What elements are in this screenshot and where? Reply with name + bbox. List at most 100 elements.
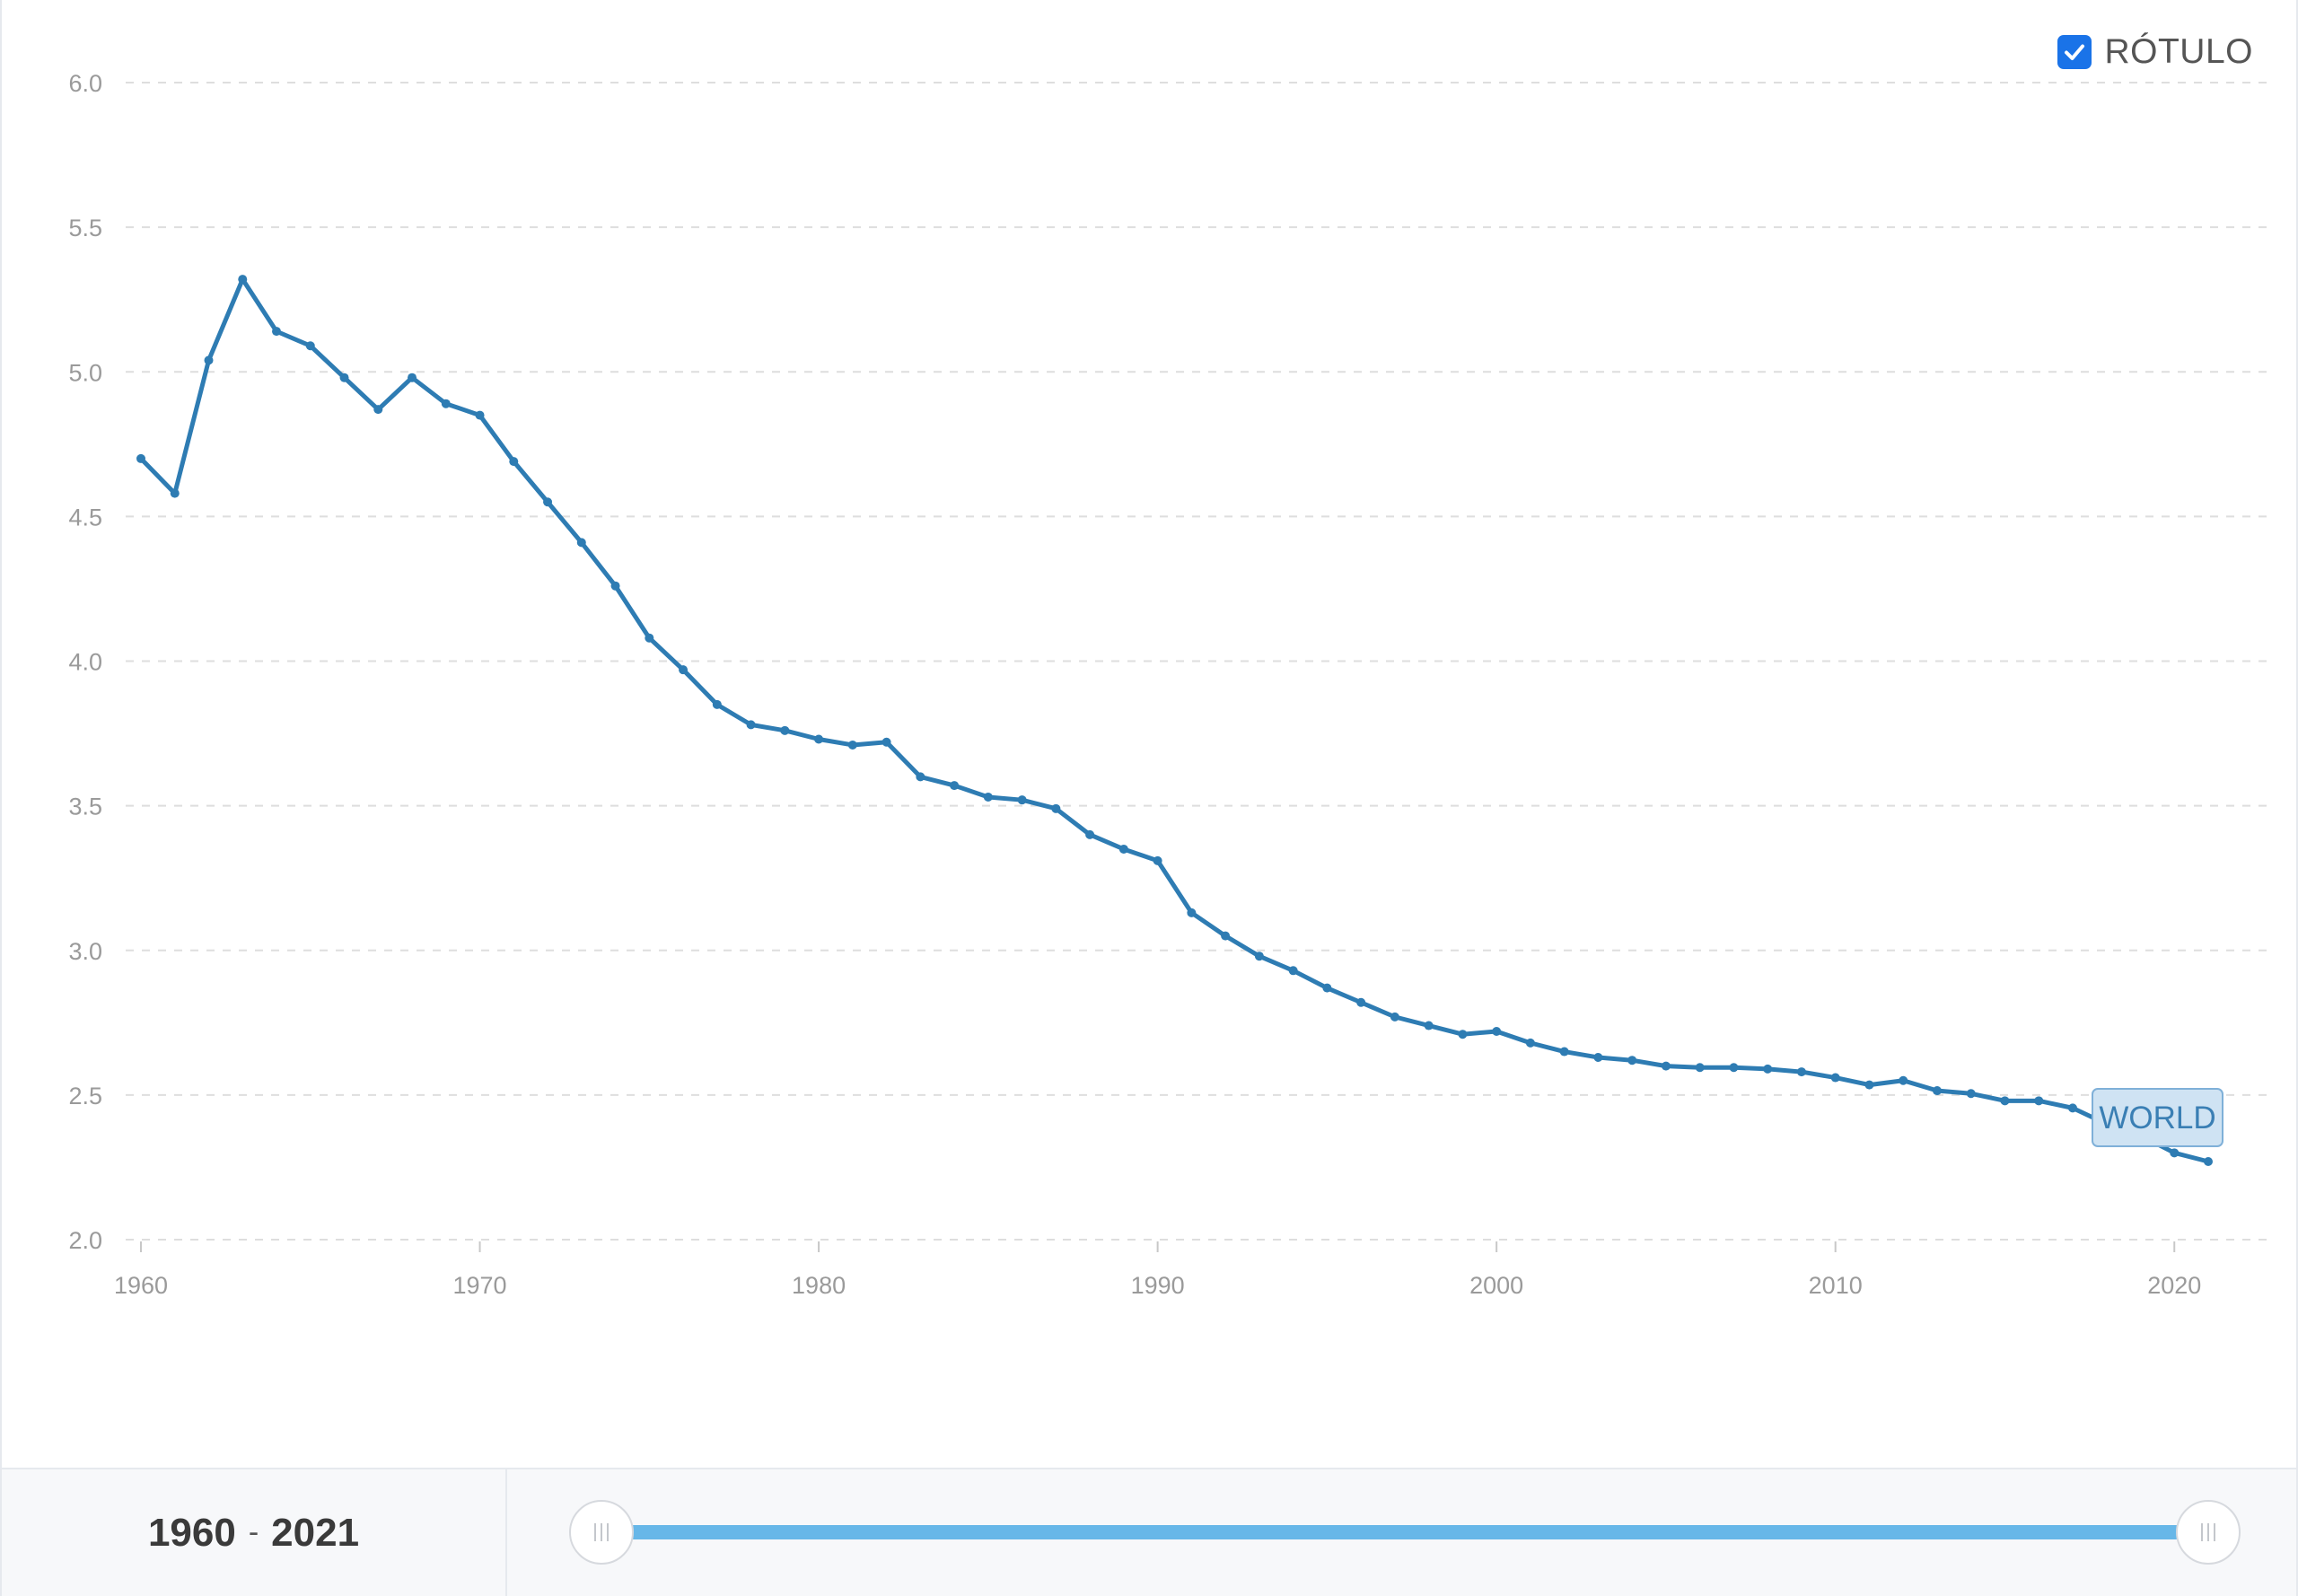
data-point[interactable] [1830, 1073, 1840, 1083]
data-point[interactable] [1288, 966, 1298, 976]
data-point[interactable] [1390, 1012, 1399, 1022]
label-toggle[interactable]: RÓTULO [2057, 32, 2253, 72]
year-range-bar: 1960 - 2021 [2, 1468, 2296, 1596]
data-point[interactable] [610, 581, 620, 591]
data-point[interactable] [2000, 1096, 2010, 1106]
x-tick-label: 1960 [114, 1272, 168, 1299]
label-checkbox[interactable] [2057, 35, 2092, 69]
data-point[interactable] [1627, 1056, 1637, 1065]
data-point[interactable] [408, 373, 417, 382]
y-tick-label: 4.0 [68, 649, 102, 676]
data-point[interactable] [950, 781, 960, 791]
data-point[interactable] [1525, 1038, 1535, 1048]
data-point[interactable] [576, 538, 586, 548]
y-tick-label: 3.0 [68, 938, 102, 965]
y-axis-ticks: 2.0 2.5 3.0 3.5 4.0 4.5 5.0 5.5 6.0 [68, 70, 102, 1254]
data-point[interactable] [1322, 983, 1332, 993]
data-point[interactable] [1796, 1067, 1806, 1077]
x-axis-ticks: 1960 1970 1980 1990 2000 2010 2020 [114, 1241, 2201, 1299]
line-chart: 2.0 2.5 3.0 3.5 4.0 4.5 5.0 5.5 6.0 1960 1970 1980… [68, 70, 2271, 1299]
x-tick-label: 1980 [792, 1272, 846, 1299]
data-point[interactable] [373, 405, 383, 415]
year-range-display: 1960 - 2021 [2, 1469, 507, 1596]
series-label-box [2092, 1088, 2223, 1147]
data-point[interactable] [1118, 844, 1128, 854]
data-point[interactable] [1254, 951, 1264, 961]
x-tick-label: 1970 [453, 1272, 507, 1299]
data-point[interactable] [1187, 908, 1197, 917]
data-point[interactable] [1695, 1063, 1705, 1073]
data-point[interactable] [1051, 803, 1061, 813]
data-point[interactable] [170, 488, 180, 498]
range-end-year: 2021 [271, 1510, 360, 1555]
series-line [138, 276, 2211, 1164]
data-point[interactable] [2204, 1156, 2213, 1166]
data-point[interactable] [441, 399, 451, 408]
data-point[interactable] [2034, 1096, 2044, 1106]
data-point[interactable] [1356, 997, 1366, 1007]
data-point[interactable] [847, 740, 857, 750]
data-point[interactable] [1017, 795, 1027, 805]
y-tick-label: 2.5 [68, 1083, 102, 1109]
slider-handle-end[interactable] [2176, 1500, 2241, 1565]
data-point[interactable] [881, 737, 891, 747]
data-point[interactable] [1559, 1047, 1569, 1057]
slider-track[interactable] [601, 1525, 2208, 1539]
gridlines [126, 82, 2271, 1241]
data-point[interactable] [1424, 1021, 1434, 1030]
data-point[interactable] [204, 355, 214, 365]
data-point[interactable] [339, 373, 349, 382]
data-point[interactable] [136, 453, 145, 463]
grip-icon [2201, 1523, 2215, 1541]
series-label: WORLD [2099, 1101, 2215, 1136]
data-point[interactable] [814, 734, 824, 744]
data-point[interactable] [2170, 1148, 2180, 1158]
series-label-layer: WORLD [2092, 1088, 2223, 1147]
data-point[interactable] [2067, 1103, 2077, 1113]
data-point[interactable] [1729, 1063, 1739, 1073]
data-point[interactable] [780, 725, 790, 735]
data-point[interactable] [1593, 1052, 1603, 1062]
data-point[interactable] [1085, 829, 1095, 839]
data-point[interactable] [916, 772, 925, 782]
x-tick-label: 2010 [1809, 1272, 1863, 1299]
label-toggle-text: RÓTULO [2104, 32, 2253, 71]
data-point[interactable] [1153, 855, 1162, 865]
grip-icon [594, 1523, 609, 1541]
y-tick-label: 2.0 [68, 1227, 102, 1254]
series-layer [136, 275, 2213, 1166]
x-tick-label: 1990 [1131, 1272, 1185, 1299]
data-point[interactable] [1864, 1080, 1874, 1090]
data-point[interactable] [1661, 1061, 1671, 1071]
data-point[interactable] [1492, 1026, 1502, 1036]
year-range-slider[interactable] [569, 1469, 2241, 1596]
y-tick-label: 6.0 [68, 70, 102, 97]
data-point[interactable] [238, 275, 248, 285]
data-point[interactable] [746, 720, 756, 730]
data-point[interactable] [1899, 1075, 1908, 1085]
data-point[interactable] [712, 699, 722, 709]
data-point[interactable] [1932, 1086, 1942, 1096]
chart-area: 2.0 2.5 3.0 3.5 4.0 4.5 5.0 5.5 6.0 1960 1970 1980… [2, 0, 2296, 1468]
checkmark-icon [2065, 44, 2085, 60]
data-point[interactable] [272, 327, 282, 337]
data-point[interactable] [1763, 1064, 1773, 1074]
y-tick-label: 4.5 [68, 504, 102, 531]
y-tick-label: 5.0 [68, 359, 102, 386]
data-point[interactable] [1221, 931, 1231, 941]
range-start-year: 1960 [147, 1510, 236, 1555]
y-tick-label: 5.5 [68, 215, 102, 241]
data-point[interactable] [1458, 1030, 1468, 1039]
x-tick-label: 2000 [1469, 1272, 1523, 1299]
data-point[interactable] [543, 497, 553, 507]
data-point[interactable] [475, 410, 485, 420]
x-tick-label: 2020 [2147, 1272, 2201, 1299]
data-point[interactable] [983, 792, 993, 802]
data-point[interactable] [305, 341, 315, 351]
data-point[interactable] [645, 633, 654, 643]
slider-handle-start[interactable] [569, 1500, 634, 1565]
data-point[interactable] [679, 665, 689, 675]
data-point[interactable] [1966, 1089, 1976, 1099]
data-point[interactable] [509, 457, 519, 467]
